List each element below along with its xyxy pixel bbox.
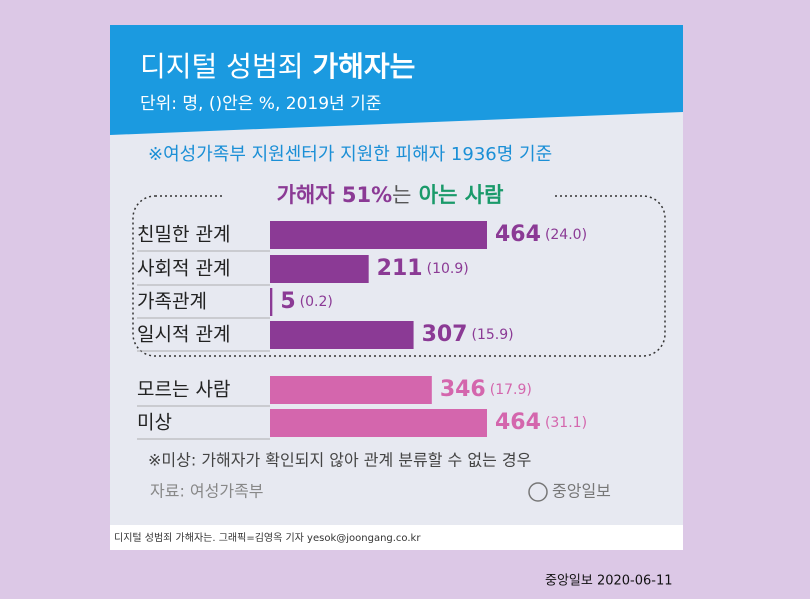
header-band: [110, 25, 683, 135]
caption: 디지털 성범죄 가해자는. 그래픽=김영옥 기자 yesok@joongang.…: [114, 531, 421, 544]
subtitle: 단위: 명, ()안은 %, 2019년 기준: [140, 94, 381, 114]
value-label: 211 (10.9): [377, 256, 469, 281]
category-label: 친밀한 관계: [137, 224, 230, 246]
category-label: 미상: [137, 412, 172, 434]
bar: [270, 288, 273, 316]
headline-part: 가해자 51%: [277, 183, 393, 207]
group-outline: [132, 195, 666, 357]
logo-mark: [528, 482, 548, 502]
byline: 중앙일보 2020-06-11: [545, 574, 673, 589]
share: (0.2): [300, 294, 333, 310]
value: 5: [280, 289, 295, 314]
title-text: 디지털 성범죄: [140, 50, 303, 83]
share: (24.0): [545, 227, 587, 243]
note: ※여성가족부 지원센터가 지원한 피해자 1936명 기준: [148, 144, 552, 165]
share: (15.9): [472, 327, 514, 343]
bar: [270, 376, 432, 404]
share: (17.9): [490, 382, 532, 398]
value: 211: [377, 256, 423, 281]
value-label: 307 (15.9): [422, 322, 514, 347]
value-label: 464 (24.0): [495, 222, 587, 247]
value-label: 464 (31.1): [495, 410, 587, 435]
value: 346: [440, 377, 486, 402]
bar: [270, 321, 414, 349]
headline: 가해자 51%는 아는 사람: [277, 183, 504, 207]
value: 464: [495, 410, 541, 435]
headline-bg: [225, 183, 555, 209]
category-label: 모르는 사람: [137, 379, 230, 401]
bar: [270, 409, 487, 437]
bar: [270, 255, 369, 283]
category-label: 가족관계: [137, 291, 207, 313]
value-label: 346 (17.9): [440, 377, 532, 402]
title-emphasis: 가해자는: [312, 50, 415, 83]
category-label: 사회적 관계: [137, 258, 230, 280]
footnote: ※미상: 가해자가 확인되지 않아 관계 분류할 수 없는 경우: [148, 451, 531, 470]
headline-part: 아는 사람: [419, 183, 504, 207]
value: 307: [422, 322, 468, 347]
bar: [270, 221, 487, 249]
chart-title: 디지털 성범죄 가해자는: [140, 50, 415, 83]
share: (31.1): [545, 415, 587, 431]
headline-part: 는: [392, 183, 411, 207]
source: 자료: 여성가족부: [150, 482, 264, 501]
value: 464: [495, 222, 541, 247]
logo: 중앙일보: [552, 482, 611, 501]
caption-strip: [110, 525, 683, 550]
share: (10.9): [427, 261, 469, 277]
value-label: 5 (0.2): [280, 289, 333, 314]
category-label: 일시적 관계: [137, 324, 230, 346]
